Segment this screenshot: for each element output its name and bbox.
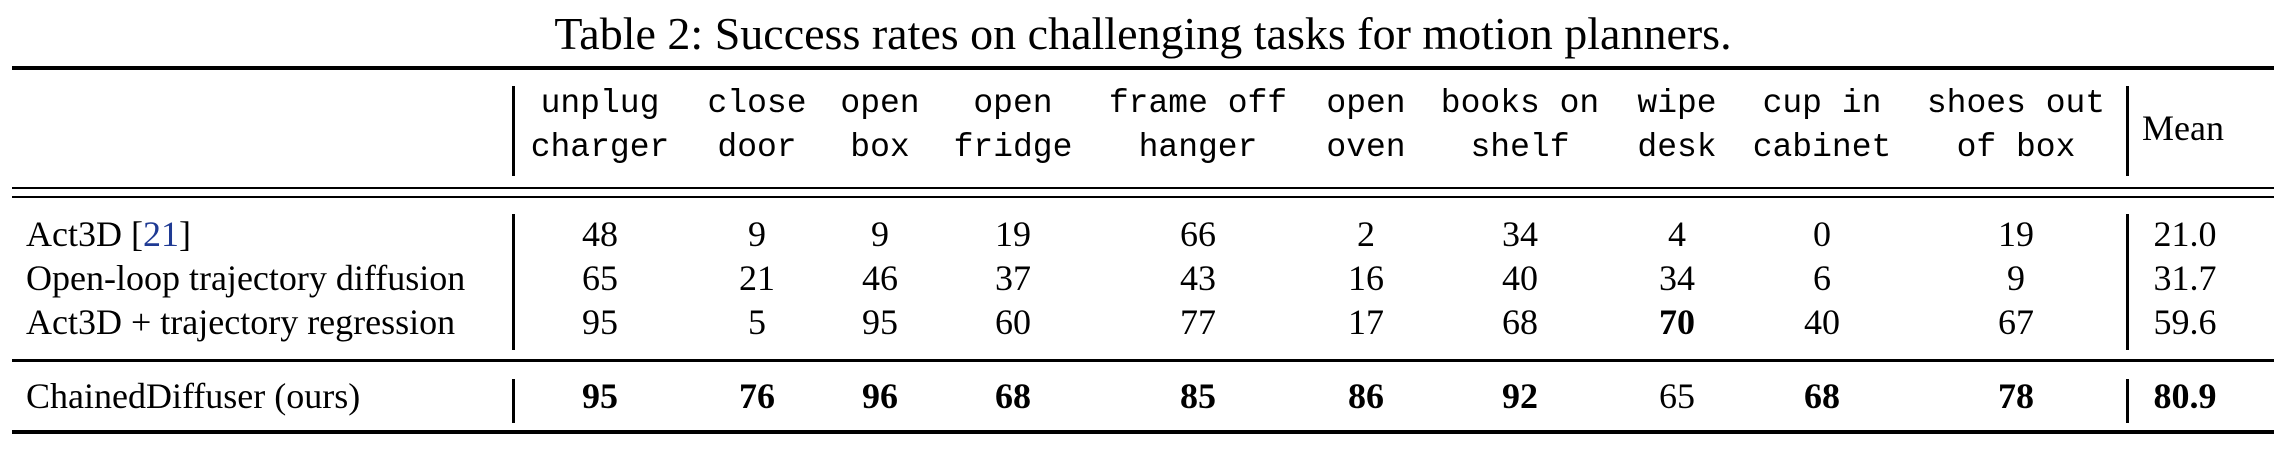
column-header-line: door bbox=[717, 129, 797, 166]
top-rule bbox=[12, 66, 2274, 70]
table-cell: 68 bbox=[995, 376, 1031, 416]
table-cell: 95 bbox=[862, 302, 898, 342]
table-cell: 40 bbox=[1804, 302, 1840, 342]
mean-separator bbox=[2126, 379, 2129, 423]
column-header-line: close bbox=[707, 85, 807, 122]
table-cell: 65 bbox=[1659, 376, 1695, 416]
column-header-line: frame off bbox=[1108, 85, 1288, 122]
row-label-text: Act3D + trajectory regression bbox=[26, 302, 456, 342]
column-header-line: cup in bbox=[1762, 85, 1882, 122]
table-cell: 96 bbox=[862, 376, 898, 416]
table-cell: 86 bbox=[1348, 376, 1384, 416]
column-header: wipe desk bbox=[1637, 82, 1716, 170]
table-cell: 85 bbox=[1180, 376, 1216, 416]
column-header: cup in cabinet bbox=[1753, 82, 1892, 170]
mean-separator bbox=[2126, 86, 2129, 176]
row-label: Act3D [21] bbox=[26, 212, 191, 256]
column-header-line: fridge bbox=[953, 129, 1073, 166]
mean-cell: 21.0 bbox=[2153, 214, 2217, 254]
table-cell: 95 bbox=[582, 302, 618, 342]
table-cell: 5 bbox=[748, 302, 766, 342]
row-label: ChainedDiffuser (ours) bbox=[26, 374, 360, 418]
table-cell: 40 bbox=[1502, 258, 1538, 298]
citation-link[interactable]: 21 bbox=[142, 214, 179, 254]
table-cell: 70 bbox=[1659, 302, 1695, 342]
table-cell: 77 bbox=[1180, 302, 1216, 342]
column-header-line: cabinet bbox=[1752, 129, 1892, 166]
table-cell: 19 bbox=[1998, 214, 2034, 254]
column-header-line: charger bbox=[530, 129, 670, 166]
row-label-text: ] bbox=[178, 214, 191, 254]
table-cell: 37 bbox=[995, 258, 1031, 298]
label-separator bbox=[512, 214, 515, 350]
header-rule-2 bbox=[12, 196, 2274, 198]
label-separator bbox=[512, 379, 515, 423]
column-header-mean: Mean bbox=[2142, 108, 2224, 148]
mean-cell: 80.9 bbox=[2153, 376, 2217, 416]
bottom-rule bbox=[12, 430, 2274, 434]
column-header: close door bbox=[707, 82, 806, 170]
column-header: unplug charger bbox=[531, 82, 670, 170]
column-header-line: open bbox=[973, 85, 1053, 122]
mean-cell: 59.6 bbox=[2153, 302, 2217, 342]
table-cell: 68 bbox=[1804, 376, 1840, 416]
table-cell: 0 bbox=[1813, 214, 1831, 254]
column-header-line: desk bbox=[1637, 129, 1717, 166]
mid-rule bbox=[12, 359, 2274, 362]
column-header: shoes out of box bbox=[1927, 82, 2105, 170]
column-header-line: shelf bbox=[1470, 129, 1570, 166]
table-cell: 60 bbox=[995, 302, 1031, 342]
row-label-text: Open-loop trajectory diffusion bbox=[26, 258, 466, 298]
table-cell: 34 bbox=[1659, 258, 1695, 298]
table-cell: 43 bbox=[1180, 258, 1216, 298]
table-caption: Table 2: Success rates on challenging ta… bbox=[554, 8, 1732, 59]
table-cell: 46 bbox=[862, 258, 898, 298]
row-label: Act3D + trajectory regression bbox=[26, 300, 455, 344]
table-cell: 95 bbox=[582, 376, 618, 416]
column-header: open box bbox=[840, 82, 919, 170]
table-cell: 4 bbox=[1668, 214, 1686, 254]
column-header: frame off hanger bbox=[1109, 82, 1287, 170]
column-header: books on shelf bbox=[1441, 82, 1599, 170]
table-cell: 16 bbox=[1348, 258, 1384, 298]
table-cell: 9 bbox=[2007, 258, 2025, 298]
table-cell: 66 bbox=[1180, 214, 1216, 254]
label-separator bbox=[512, 86, 515, 176]
table-cell: 76 bbox=[739, 376, 775, 416]
column-header-line: wipe bbox=[1637, 85, 1717, 122]
table-cell: 34 bbox=[1502, 214, 1538, 254]
mean-separator bbox=[2126, 214, 2129, 350]
column-header-line: oven bbox=[1326, 129, 1406, 166]
column-header-line: open bbox=[840, 85, 920, 122]
table-cell: 92 bbox=[1502, 376, 1538, 416]
row-label-text: Act3D [ bbox=[26, 214, 143, 254]
column-header-line: shoes out bbox=[1926, 85, 2106, 122]
column-header-line: open bbox=[1326, 85, 1406, 122]
table-cell: 48 bbox=[582, 214, 618, 254]
column-header-line: books on bbox=[1440, 85, 1600, 122]
table-cell: 17 bbox=[1348, 302, 1384, 342]
header-rule-1 bbox=[12, 187, 2274, 189]
mean-cell: 31.7 bbox=[2153, 258, 2217, 298]
table-cell: 21 bbox=[739, 258, 775, 298]
table-cell: 2 bbox=[1357, 214, 1375, 254]
column-header-line: of box bbox=[1956, 129, 2076, 166]
table-cell: 65 bbox=[582, 258, 618, 298]
table-cell: 9 bbox=[748, 214, 766, 254]
column-header-line: box bbox=[850, 129, 910, 166]
table-cell: 6 bbox=[1813, 258, 1831, 298]
row-label: Open-loop trajectory diffusion bbox=[26, 256, 465, 300]
column-header-line: unplug bbox=[540, 85, 660, 122]
table-cell: 19 bbox=[995, 214, 1031, 254]
column-header: open oven bbox=[1326, 82, 1405, 170]
table-cell: 9 bbox=[871, 214, 889, 254]
row-label-text: ChainedDiffuser (ours) bbox=[26, 376, 361, 416]
column-header: open fridge bbox=[954, 82, 1073, 170]
table-cell: 68 bbox=[1502, 302, 1538, 342]
column-header-line: hanger bbox=[1138, 129, 1258, 166]
table-cell: 67 bbox=[1998, 302, 2034, 342]
table-cell: 78 bbox=[1998, 376, 2034, 416]
